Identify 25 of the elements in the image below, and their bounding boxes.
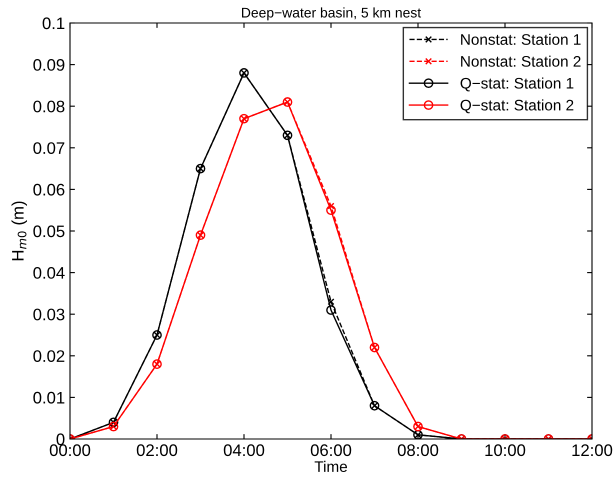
legend-label: Q−stat: Station 1: [460, 77, 574, 92]
y-tick-label: 0.01: [33, 392, 64, 404]
x-tick-label: 08:00: [398, 444, 438, 456]
y-tick-label: 0.02: [33, 350, 64, 362]
y-tick-label: 0.07: [33, 142, 64, 154]
y-tick-label: 0: [56, 433, 64, 446]
x-tick-label: 04:00: [224, 444, 264, 456]
x-tick-label: 06:00: [310, 444, 352, 456]
y-tick-label: 0.09: [33, 59, 64, 71]
x-tick-label: 00:00: [50, 444, 90, 456]
legend-label: Nonstat: Station 1: [461, 34, 581, 45]
y-tick-label: 0.1: [42, 17, 64, 30]
y-tick-label: 0.05: [33, 225, 64, 238]
chart-title: Deep−water basin, 5 km nest: [242, 7, 422, 20]
y-tick-label: 0.06: [33, 184, 64, 196]
y-tick-label: 0.04: [33, 267, 65, 279]
y-axis-title: H$_{m0}$ (m): [11, 202, 28, 260]
x-tick-label: 02:00: [136, 444, 178, 456]
y-tick-label: 0.03: [33, 308, 64, 320]
y-tick-label: 0.08: [33, 100, 64, 112]
x-axis-title: Time: [314, 460, 348, 472]
x-tick-label: 12:00: [572, 444, 612, 456]
x-tick-label: 10:00: [485, 444, 526, 456]
legend-label: Nonstat: Station 2: [461, 56, 581, 67]
legend-label: Q−stat: Station 2: [460, 99, 574, 114]
